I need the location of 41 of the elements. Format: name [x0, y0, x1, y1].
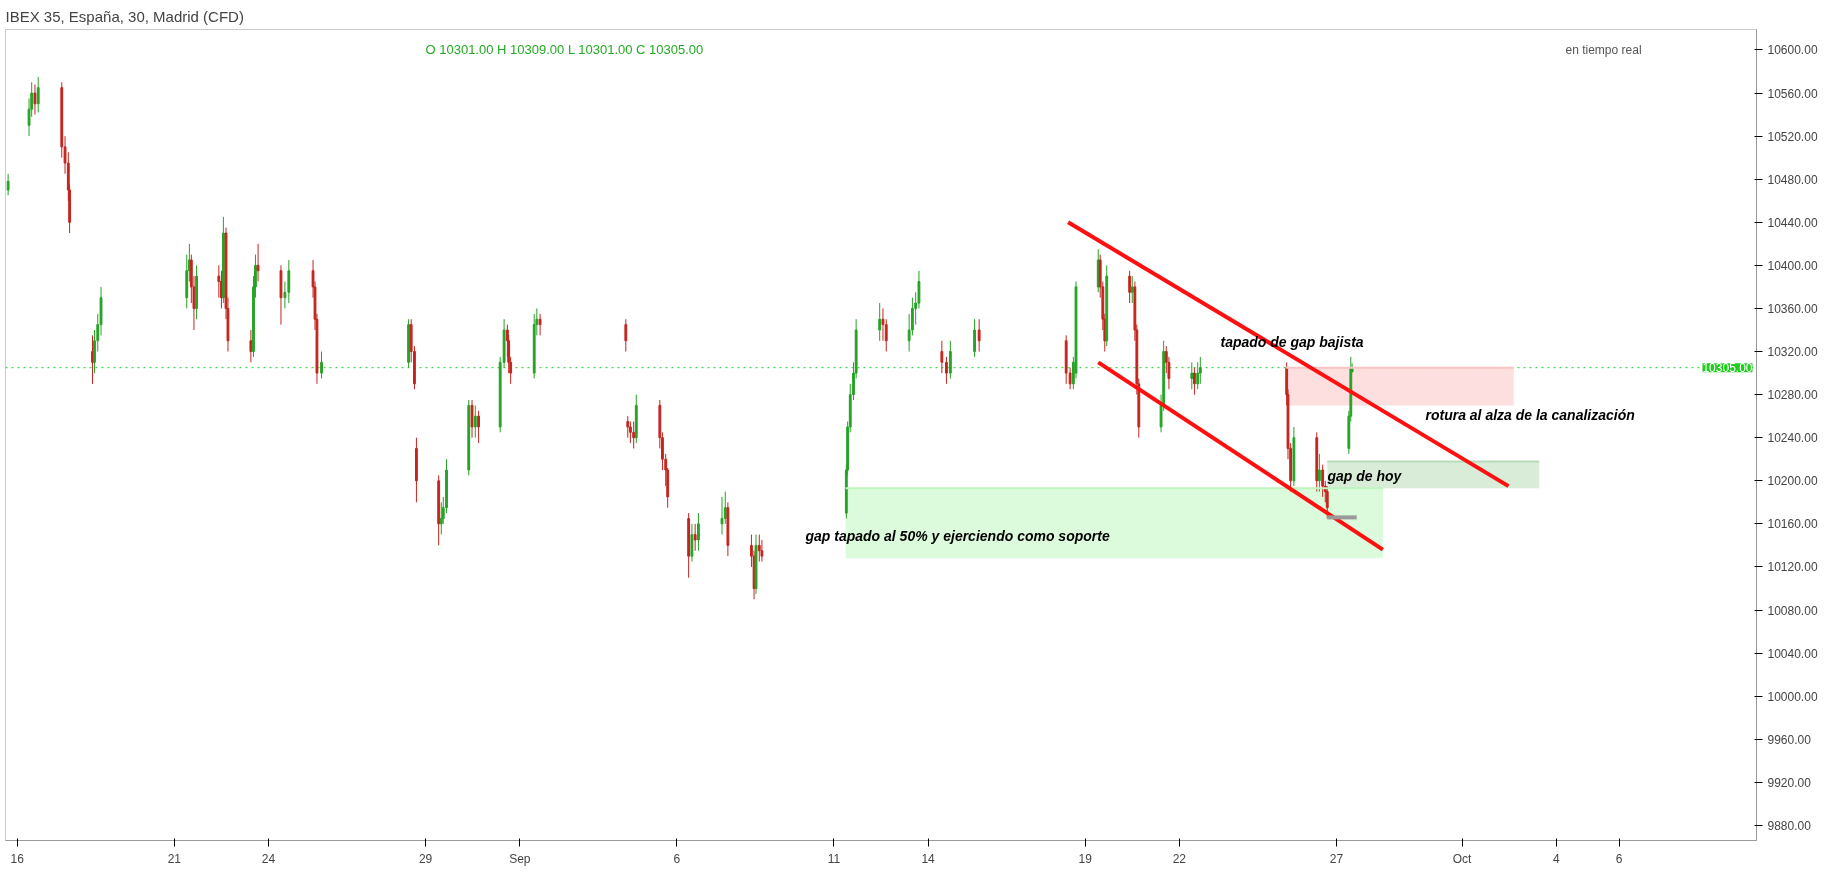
y-tick-label: 9960.00 [1767, 732, 1812, 747]
x-tick-label: 22 [1172, 851, 1187, 866]
y-tick-label: 10440.00 [1767, 215, 1818, 230]
annotation: en tiempo real [1565, 42, 1642, 57]
y-tick-label: 10120.00 [1767, 560, 1818, 575]
y-tick-label: 10520.00 [1767, 129, 1818, 144]
ref-line-label: 10305.00 [1702, 361, 1753, 376]
y-tick-label: 10360.00 [1767, 301, 1818, 316]
annotation: rotura al alza de la canalización [1425, 406, 1635, 423]
annotation: gap tapado al 50% y ejerciendo como soporte [804, 528, 1110, 545]
y-tick-label: 10080.00 [1767, 603, 1818, 618]
x-tick-label: 27 [1329, 851, 1344, 866]
y-tick-label: 10600.00 [1767, 43, 1818, 58]
annotation: O 10301.00 H 10309.00 L 10301.00 C 10305.00 [425, 42, 704, 58]
y-tick-label: 10200.00 [1767, 474, 1818, 489]
y-tick-label: 10320.00 [1767, 345, 1818, 360]
y-tick-label: 10000.00 [1767, 689, 1818, 704]
x-tick-label: 14 [921, 851, 936, 866]
x-tick-label: 24 [261, 851, 276, 866]
x-tick-label: 21 [167, 851, 182, 866]
x-tick-label: 6 [673, 851, 681, 866]
x-tick-label: 6 [1615, 851, 1623, 866]
y-tick-label: 10480.00 [1767, 172, 1818, 187]
y-tick-label: 10160.00 [1767, 517, 1818, 532]
annotation: tapado de gap bajista [1220, 333, 1364, 350]
x-tick-label: 19 [1078, 851, 1093, 866]
x-tick-label: 11 [827, 851, 841, 866]
y-tick-label: 10040.00 [1767, 646, 1818, 661]
x-tick-label: 16 [10, 851, 25, 866]
y-tick-label: 10280.00 [1767, 388, 1818, 403]
x-tick-label: Sep [509, 851, 531, 866]
y-tick-label: 10400.00 [1767, 258, 1818, 273]
x-tick-label: Oct [1452, 851, 1473, 866]
x-tick-label: 4 [1552, 851, 1560, 866]
y-tick-label: 9880.00 [1767, 818, 1812, 833]
y-tick-label: 10240.00 [1767, 431, 1818, 446]
y-tick-label: 10560.00 [1767, 86, 1818, 101]
y-tick-label: 9920.00 [1767, 775, 1812, 790]
chart-title: IBEX 35, España, 30, Madrid (CFD) [5, 7, 244, 25]
x-tick-label: 29 [418, 851, 433, 866]
annotation: gap de hoy [1326, 467, 1403, 484]
